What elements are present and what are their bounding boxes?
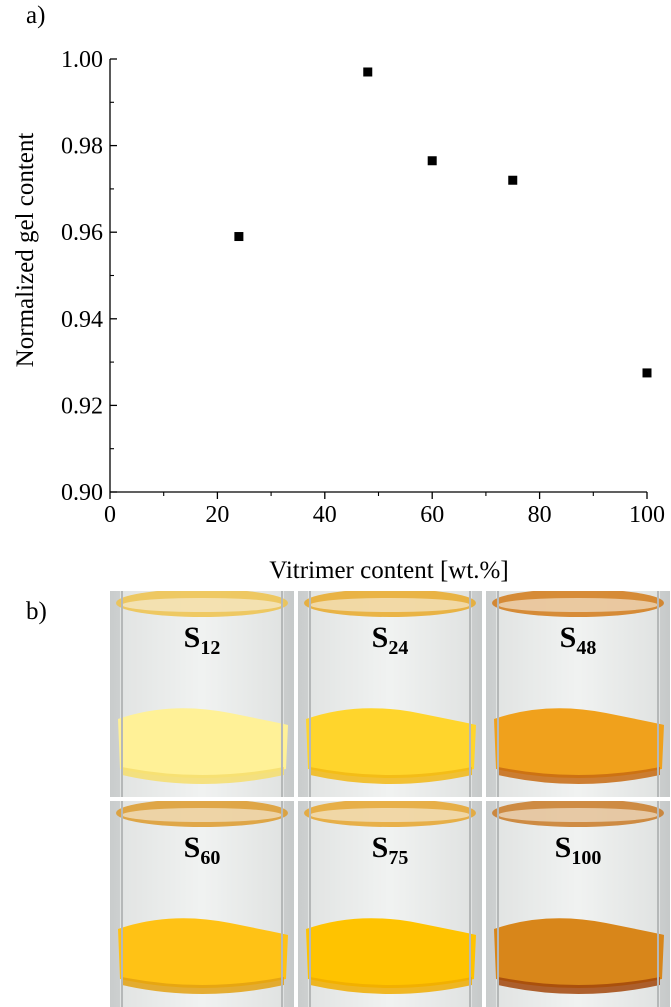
vial-drawing (110, 591, 294, 797)
sample-label: S48 (559, 621, 597, 659)
vial-drawing (486, 591, 670, 797)
data-points (234, 67, 652, 378)
data-point (508, 175, 518, 185)
y-tick-label: 0.90 (61, 480, 103, 506)
sample-label: S60 (183, 831, 221, 869)
vial-photo-s60: S60 (110, 801, 294, 1007)
x-axis: 0 20 40 60 80 100 (104, 491, 665, 528)
y-tick-label: 0.92 (61, 393, 103, 419)
y-tick-label: 1.00 (61, 47, 103, 73)
scatter-chart: 0.90 0.92 0.94 0.96 0.98 1.00 0 20 40 60 80 100 Vi… (12, 47, 665, 584)
data-point (234, 232, 244, 242)
vial-photo-s12: S12 (110, 591, 294, 797)
data-point (363, 67, 373, 77)
y-axis-title: Normalized gel content (12, 133, 39, 368)
y-tick-label: 0.98 (61, 134, 103, 160)
vial-drawing (486, 801, 670, 1007)
sample-label: S24 (371, 621, 409, 659)
sample-label: S75 (371, 831, 409, 869)
data-point (427, 156, 437, 166)
vial-drawing (298, 801, 482, 1007)
sample-label: S12 (183, 621, 221, 659)
vial-drawing (110, 801, 294, 1007)
x-tick-label: 100 (629, 502, 665, 528)
panel-b-label: b) (26, 598, 47, 625)
sample-photo-grid: S12 S24 S48 S60 S75 S100 (110, 591, 670, 1007)
x-tick-label: 20 (205, 502, 229, 528)
sample-label: S100 (554, 831, 602, 869)
vial-drawing (298, 591, 482, 797)
x-tick-label: 60 (420, 502, 444, 528)
x-tick-label: 40 (313, 502, 337, 528)
data-point (642, 368, 652, 378)
vial-photo-s100: S100 (486, 801, 670, 1007)
x-tick-label: 80 (528, 502, 552, 528)
y-tick-label: 0.96 (61, 220, 103, 246)
panel-a-label: a) (26, 2, 46, 29)
vial-photo-s48: S48 (486, 591, 670, 797)
vial-photo-s24: S24 (298, 591, 482, 797)
y-axis: 0.90 0.92 0.94 0.96 0.98 1.00 (61, 47, 117, 506)
y-tick-label: 0.94 (61, 307, 103, 333)
x-tick-label: 0 (104, 502, 116, 528)
x-axis-title: Vitrimer content [wt.%] (269, 557, 508, 584)
vial-photo-s75: S75 (298, 801, 482, 1007)
